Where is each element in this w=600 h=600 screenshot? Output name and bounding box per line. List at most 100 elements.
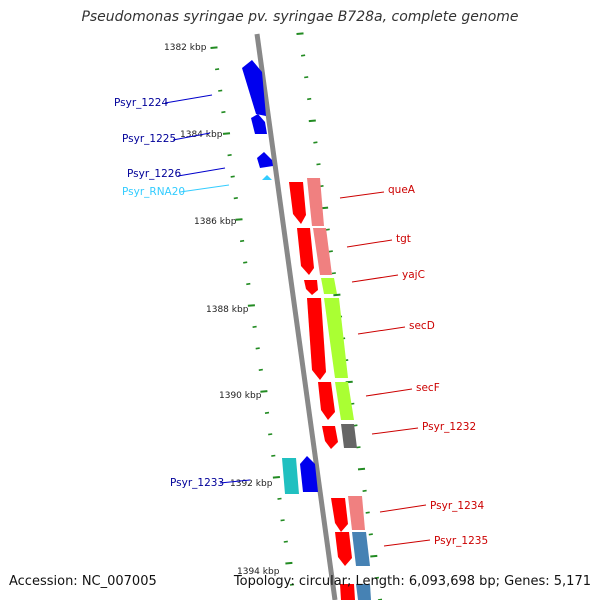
cog-block-psyr-1233 — [282, 458, 299, 494]
gene-arrow-quea — [289, 182, 306, 224]
ruler-major-tick — [308, 119, 316, 123]
ruler-minor-tick — [258, 368, 263, 371]
ruler-minor-tick — [264, 411, 270, 414]
map-title: Pseudomonas syringae pv. syringae B728a,… — [81, 9, 519, 25]
ruler-minor-tick — [356, 446, 361, 449]
gene-label-psyr-1232: Psyr_1232 — [422, 421, 476, 433]
rna-arrow-psyr-rna20 — [262, 175, 272, 180]
leader-line — [164, 94, 213, 104]
cog-block-tgt — [313, 228, 332, 275]
leader-line — [351, 274, 399, 283]
ruler-major-tick — [235, 218, 243, 221]
outer-ruler — [210, 46, 295, 586]
cog-block-psyr-1235 — [352, 532, 370, 566]
gene-arrow-secf — [318, 382, 335, 420]
leader-line — [365, 388, 413, 397]
ruler-major-tick — [357, 467, 366, 471]
ruler-minor-tick — [243, 261, 248, 264]
ruler-major-tick — [247, 304, 255, 307]
ruler-minor-tick — [368, 533, 373, 536]
tick-label: 1390 kbp — [219, 391, 262, 401]
gene-label-psyr-1233: Psyr_1233 — [170, 477, 224, 489]
ruler-minor-tick — [221, 111, 226, 114]
leader-line — [346, 239, 393, 248]
leader-line — [357, 326, 406, 335]
ruler-minor-tick — [313, 141, 318, 144]
gene-label-psyr-1224: Psyr_1224 — [114, 97, 168, 109]
gene-arrow-psyr-1233 — [300, 456, 318, 492]
cog-block-secf — [335, 382, 354, 420]
gene-arrow-yajc — [304, 280, 318, 295]
leader-line — [177, 167, 226, 177]
ruler-minor-tick — [227, 154, 232, 157]
tick-label: 1394 kbp — [237, 567, 280, 577]
cog-block-yajc — [321, 278, 337, 294]
cog-block-quea — [307, 178, 324, 226]
ruler-minor-tick — [252, 325, 257, 328]
ruler-major-tick — [210, 46, 218, 49]
cog-block-partial — [356, 584, 371, 600]
ruler-minor-tick — [255, 347, 260, 350]
cog-block-psyr-1234 — [348, 496, 365, 530]
ruler-minor-tick — [365, 511, 370, 514]
leader-line — [172, 132, 211, 141]
leader-line — [379, 504, 427, 513]
gene-label-psyr-1234: Psyr_1234 — [430, 500, 484, 512]
genome-summary-text: Topology: circular; Length: 6,093,698 bp… — [233, 574, 591, 589]
tick-label: 1382 kbp — [164, 43, 207, 53]
gene-label-psyr-1225: Psyr_1225 — [122, 133, 176, 145]
ruler-major-tick — [260, 390, 268, 393]
ruler-minor-tick — [277, 497, 282, 500]
gene-label-yajc: yajC — [402, 269, 425, 281]
gene-arrow-psyr-1235 — [335, 532, 352, 566]
ruler-major-tick — [285, 561, 293, 565]
gene-label-psyr-1235: Psyr_1235 — [434, 535, 488, 547]
ruler-minor-tick — [268, 433, 273, 436]
ruler-minor-tick — [289, 583, 295, 586]
cog-block-psyr-1232 — [341, 424, 357, 448]
tick-label: 1392 kbp — [230, 479, 273, 489]
ruler-minor-tick — [307, 97, 312, 101]
leader-line — [339, 191, 385, 199]
forward-labels: queA tgt yajC secD secF Psyr_1232 Psyr_1… — [339, 184, 488, 547]
ruler-minor-tick — [218, 89, 223, 92]
forward-strand-features — [289, 178, 371, 600]
leader-line — [219, 479, 251, 484]
genome-backbone — [254, 33, 338, 600]
gene-arrow-secd — [307, 298, 326, 380]
ruler-major-tick — [370, 554, 378, 558]
ruler-minor-tick — [331, 272, 336, 275]
ruler-minor-tick — [230, 175, 235, 178]
leader-line — [383, 539, 431, 547]
ruler-minor-tick — [239, 239, 245, 243]
ruler-minor-tick — [271, 454, 276, 457]
gene-label-secd: secD — [409, 320, 435, 332]
gene-arrow-tgt — [297, 228, 314, 275]
accession-text: Accession: NC_007005 — [9, 574, 157, 589]
ruler-minor-tick — [214, 68, 220, 71]
ruler-major-tick — [222, 132, 231, 135]
gene-arrow-psyr-1232 — [322, 426, 338, 449]
ruler-minor-tick — [283, 540, 288, 543]
tick-label: 1386 kbp — [194, 217, 237, 227]
ruler-minor-tick — [304, 76, 309, 79]
ruler-minor-tick — [328, 250, 333, 253]
ruler-major-tick — [296, 32, 304, 35]
tick-label: 1388 kbp — [206, 305, 249, 315]
gene-label-secf: secF — [416, 382, 440, 394]
ruler-minor-tick — [316, 163, 321, 166]
ruler-minor-tick — [300, 54, 306, 57]
ruler-minor-tick — [246, 282, 251, 286]
ruler-minor-tick — [325, 228, 330, 231]
reverse-strand-features — [242, 60, 318, 494]
ruler-minor-tick — [362, 489, 367, 492]
gene-arrow-psyr-1226 — [257, 152, 273, 168]
gene-label-psyr-1226: Psyr_1226 — [127, 168, 181, 180]
ruler-minor-tick — [233, 197, 238, 200]
gene-arrow-psyr-1234 — [331, 498, 348, 532]
gene-label-tgt: tgt — [396, 233, 411, 245]
reverse-labels: Psyr_1224 Psyr_1225 Psyr_1226 Psyr_RNA20… — [114, 94, 251, 489]
gene-arrow-psyr-1225 — [251, 114, 267, 134]
cog-block-secd — [324, 298, 348, 378]
